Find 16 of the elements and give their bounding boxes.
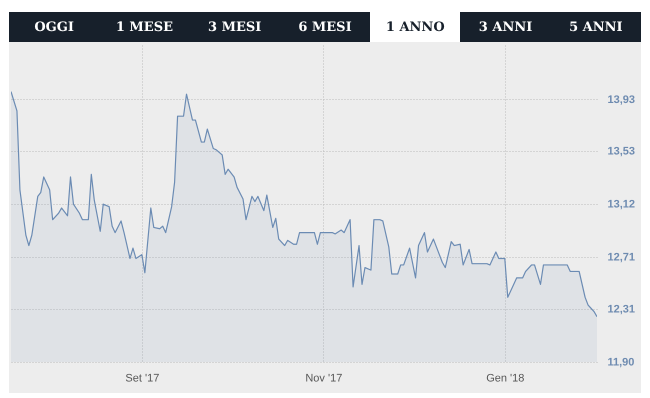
y-tick-label: 11,90 bbox=[608, 356, 634, 368]
x-tick-label: Set '17 bbox=[125, 372, 160, 384]
text: 3 ANNI bbox=[478, 18, 534, 36]
text: 5 ANNI bbox=[568, 18, 624, 36]
y-tick-label: 13,12 bbox=[608, 198, 636, 211]
text: OGGI bbox=[33, 18, 75, 36]
text: 3 MESI bbox=[207, 18, 262, 36]
text: 1 ANNO bbox=[370, 12, 460, 42]
y-tick-label: 12,31 bbox=[608, 303, 636, 316]
x-tick-label: Nov '17 bbox=[305, 372, 342, 384]
y-tick-label: 13,93 bbox=[608, 94, 636, 106]
text: 1 MESE bbox=[114, 18, 174, 36]
y-tick-label: 13,53 bbox=[608, 146, 636, 158]
y-tick-label: 12,71 bbox=[608, 252, 636, 264]
text: 6 MESI bbox=[297, 18, 353, 36]
x-tick-label: Gen '18 bbox=[486, 372, 524, 384]
